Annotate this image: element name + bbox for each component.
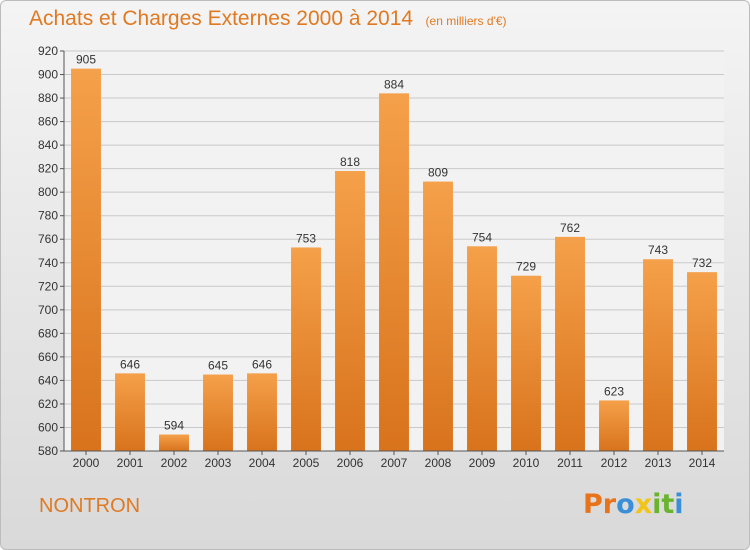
x-tick-label: 2006 — [337, 456, 364, 470]
bar — [247, 373, 277, 451]
bars — [71, 68, 717, 452]
y-tick-label: 920 — [38, 44, 58, 58]
bar — [643, 259, 673, 451]
x-tick-label: 2005 — [293, 456, 320, 470]
data-label: 729 — [516, 260, 536, 274]
bar — [203, 374, 233, 451]
y-tick-label: 900 — [38, 68, 58, 82]
title-row: Achats et Charges Externes 2000 à 2014 (… — [29, 7, 507, 31]
y-tick-label: 640 — [38, 373, 58, 387]
y-tick-label: 660 — [38, 350, 58, 364]
bar — [555, 236, 585, 451]
bar — [467, 246, 497, 451]
y-tick-label: 760 — [38, 232, 58, 246]
bar — [335, 171, 365, 451]
x-tick-label: 2007 — [381, 456, 408, 470]
x-tick-label: 2000 — [73, 456, 100, 470]
logo-letter: i — [674, 489, 684, 520]
data-label: 753 — [296, 231, 316, 245]
y-tick-label: 580 — [38, 444, 58, 458]
data-label: 645 — [208, 359, 228, 373]
x-tick-label: 2004 — [249, 456, 276, 470]
x-tick-label: 2013 — [645, 456, 672, 470]
bar — [159, 434, 189, 451]
data-label: 732 — [692, 256, 712, 270]
bar — [511, 275, 541, 451]
bar — [71, 68, 101, 451]
x-tick-label: 2010 — [513, 456, 540, 470]
data-label: 594 — [164, 419, 184, 433]
x-tick-label: 2008 — [425, 456, 452, 470]
data-label: 818 — [340, 155, 360, 169]
y-tick-label: 700 — [38, 303, 58, 317]
bar — [687, 272, 717, 451]
y-tick-label: 740 — [38, 256, 58, 270]
data-label: 646 — [252, 357, 272, 371]
logo-letter: i — [652, 489, 662, 520]
x-tick-label: 2009 — [469, 456, 496, 470]
bar — [599, 400, 629, 451]
x-tick-label: 2012 — [601, 456, 628, 470]
logo-letter: o — [616, 489, 635, 520]
x-axis: 2000 2001 2002 2003 2004 2005 2006 2007 2008 2009… — [64, 450, 724, 470]
data-label: 809 — [428, 166, 448, 180]
logo-letter: x — [634, 489, 653, 520]
chart-title: Achats et Charges Externes 2000 à 2014 — [29, 7, 414, 30]
bar — [115, 373, 145, 451]
x-tick-label: 2014 — [689, 456, 716, 470]
y-tick-label: 860 — [38, 115, 58, 129]
x-tick-label: 2011 — [557, 456, 583, 470]
data-label: 743 — [648, 243, 668, 257]
data-label: 623 — [604, 384, 624, 398]
data-label: 884 — [384, 77, 404, 91]
data-label: 762 — [560, 221, 580, 235]
y-tick-label: 720 — [38, 279, 58, 293]
logo-letter: t — [661, 489, 675, 520]
bar — [379, 93, 409, 452]
y-tick-label: 840 — [38, 138, 58, 152]
y-tick-label: 880 — [38, 91, 58, 105]
bar — [291, 247, 321, 451]
data-label: 754 — [472, 230, 492, 244]
value-labels: 905 646 594 645 646 753 818 884 809 754 729 762 623 7… — [76, 53, 712, 433]
x-tick-label: 2002 — [161, 456, 188, 470]
logo-letter: P — [583, 489, 603, 520]
data-label: 905 — [76, 53, 96, 67]
y-tick-label: 800 — [38, 185, 58, 199]
y-tick-label: 780 — [38, 209, 58, 223]
bar — [423, 181, 453, 451]
chart-subtitle: (en milliers d'€) — [425, 14, 507, 28]
logo-letter: r — [602, 489, 617, 520]
y-tick-label: 600 — [38, 420, 58, 434]
data-label: 646 — [120, 357, 140, 371]
y-tick-label: 680 — [38, 326, 58, 340]
x-tick-label: 2003 — [205, 456, 232, 470]
y-tick-label: 620 — [38, 397, 58, 411]
y-axis: 580 600 620 640 660 680 700 720 740 760 780 800 820 8… — [38, 44, 65, 458]
city-name: NONTRON — [39, 495, 141, 517]
proxiti-logo[interactable]: Proxiti — [583, 489, 684, 520]
y-tick-label: 820 — [38, 162, 58, 176]
x-tick-label: 2001 — [117, 456, 144, 470]
